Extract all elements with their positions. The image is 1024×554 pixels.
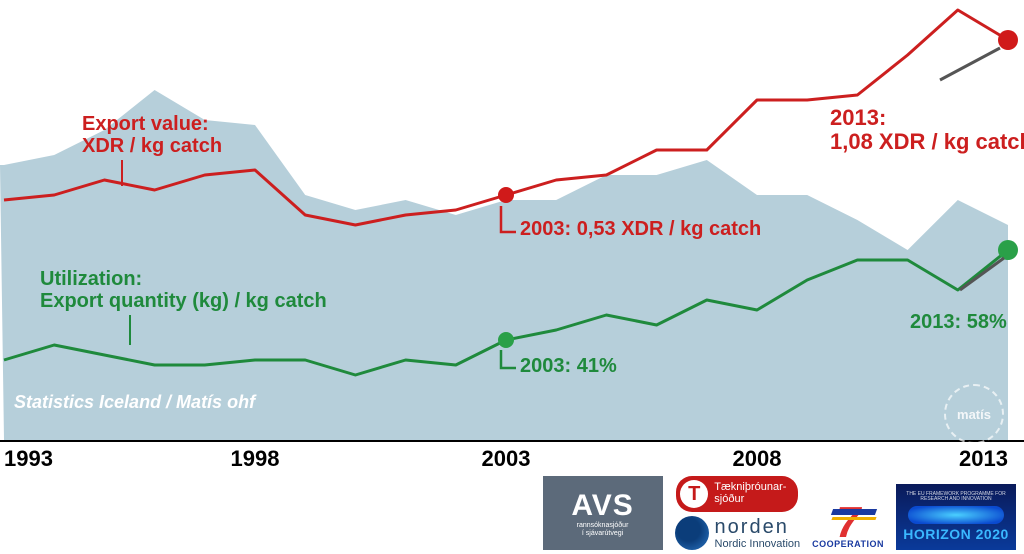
- red-2003-callout: 2003: 0,53 XDR / kg catch: [520, 218, 761, 240]
- norden-swirl-icon: [675, 516, 709, 550]
- chart-svg: 1993 1998 2003 2008 2013 Export value:XDR / k…: [0, 0, 1024, 554]
- logo-fp7: 7 COOPERATION: [812, 505, 884, 550]
- red-2013-callout-l1: 2013:: [830, 105, 886, 130]
- green-marker-2003: [498, 332, 514, 348]
- x-tick-1993: 1993: [4, 446, 53, 471]
- tkn-circle-icon: T: [680, 480, 708, 508]
- red-marker-2003: [498, 187, 514, 203]
- avs-sub2: í sjávarútvegi: [582, 530, 623, 538]
- red-2013-leader: [940, 48, 1000, 80]
- norden-text: norden Nordic Innovation: [715, 516, 801, 550]
- logo-avs: AVS rannsóknasjóður í sjávarútvegi: [543, 476, 663, 550]
- tkn-pill: T Tækniþróunar- sjóður: [676, 476, 798, 512]
- red-marker-2013: [998, 30, 1018, 50]
- logo-h2020: THE EU FRAMEWORK PROGRAMME FOR RESEARCH …: [896, 484, 1016, 550]
- export-value-label2: XDR / kg catch: [82, 135, 222, 157]
- tkn-text: Tækniþróunar- sjóður: [714, 482, 786, 505]
- x-tick-2003: 2003: [482, 446, 531, 471]
- chart-container: 1993 1998 2003 2008 2013 Export value:XDR / k…: [0, 0, 1024, 554]
- h2020-lens-icon: [908, 506, 1004, 524]
- green-2013-callout: 2013: 58%: [910, 311, 1007, 333]
- x-tick-1998: 1998: [231, 446, 280, 471]
- h2020-main: HORIZON 2020: [903, 527, 1009, 542]
- x-tick-2008: 2008: [733, 446, 782, 471]
- avs-sub1: rannsóknasjóður: [577, 522, 629, 530]
- logo-tkn: T Tækniþróunar- sjóður norden Nordic Inn…: [675, 476, 801, 550]
- fp7-seven-icon: 7: [836, 505, 860, 540]
- logo-norden: norden Nordic Innovation: [675, 516, 801, 550]
- red-2013-callout-l2: 1,08 XDR / kg catch: [830, 129, 1024, 154]
- utilization-label: Utilization:: [40, 268, 142, 290]
- source-text: Statistics Iceland / Matís ohf: [14, 392, 257, 412]
- utilization-label2: Export quantity (kg) / kg catch: [40, 290, 327, 312]
- green-marker-2013: [998, 240, 1018, 260]
- green-2003-callout: 2003: 41%: [520, 355, 617, 377]
- export-value-label: Export value:: [82, 113, 209, 135]
- h2020-top: THE EU FRAMEWORK PROGRAMME FOR RESEARCH …: [896, 492, 1016, 503]
- logo-strip: AVS rannsóknasjóður í sjávarútvegi T Tæk…: [0, 474, 1024, 554]
- x-tick-2013: 2013: [959, 446, 1008, 471]
- avs-title: AVS: [571, 489, 633, 522]
- matis-watermark: matís: [944, 384, 1004, 444]
